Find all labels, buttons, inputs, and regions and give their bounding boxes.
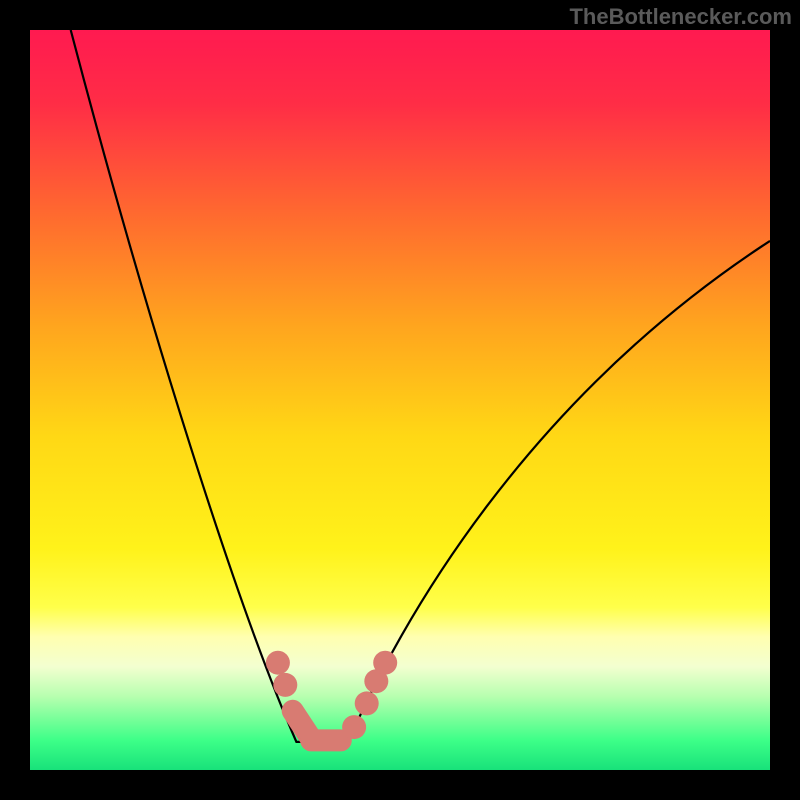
marker-dot: [355, 691, 379, 715]
chart-svg: [30, 30, 770, 770]
plot-area: [30, 30, 770, 770]
watermark-text: TheBottlenecker.com: [569, 4, 792, 30]
marker-dot: [373, 651, 397, 675]
outer-frame: TheBottlenecker.com: [0, 0, 800, 800]
marker-dot: [273, 673, 297, 697]
marker-dot: [342, 715, 366, 739]
marker-dot: [266, 651, 290, 675]
gradient-background: [30, 30, 770, 770]
